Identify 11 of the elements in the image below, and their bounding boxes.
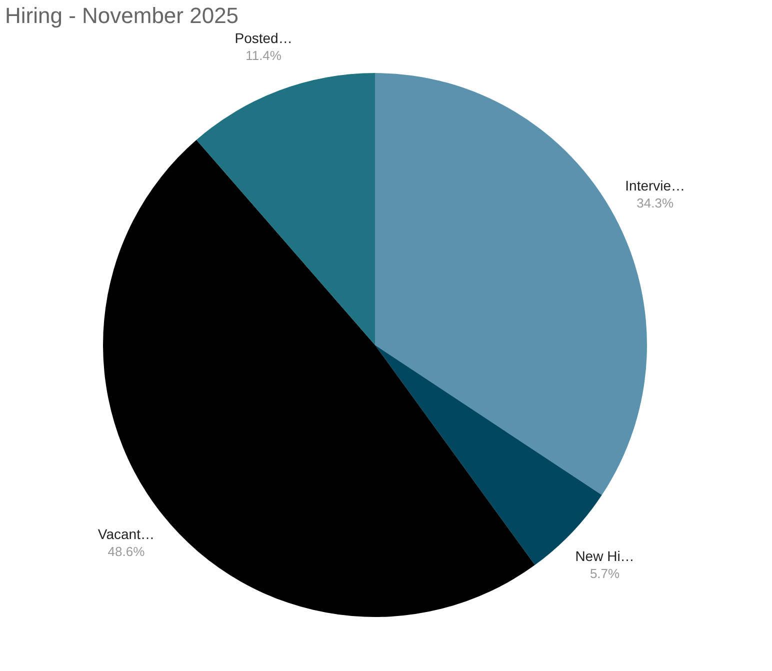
slice-label: New Hi… <box>575 548 634 564</box>
data-label: 5.7% <box>590 566 620 581</box>
data-label: 34.3% <box>636 195 674 210</box>
data-label: 48.6% <box>108 544 146 560</box>
slice-label: Vacant… <box>98 526 154 542</box>
pie-slice <box>196 73 375 345</box>
data-label: 11.4% <box>246 48 282 64</box>
pie-slice <box>375 345 602 566</box>
slice-label: Posted… <box>234 30 292 46</box>
chart-title: Hiring - November 2025 <box>5 3 239 28</box>
slice-label: Intervie… <box>625 177 686 194</box>
